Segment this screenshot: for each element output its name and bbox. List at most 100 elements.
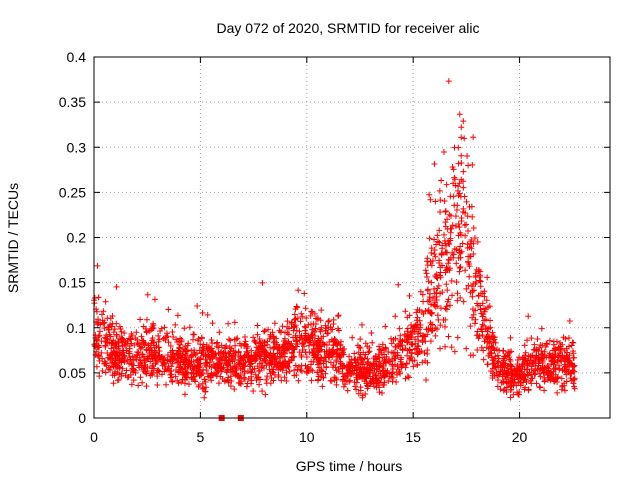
data-point (96, 373, 103, 380)
data-point (190, 336, 197, 343)
data-point (476, 333, 483, 340)
data-point (451, 348, 458, 355)
data-point (156, 368, 163, 375)
data-point (488, 354, 495, 361)
data-point (478, 325, 485, 332)
data-point (256, 381, 263, 388)
data-point (463, 221, 470, 228)
data-point (129, 353, 136, 360)
data-point (540, 369, 547, 376)
data-point (444, 287, 451, 294)
data-point (323, 358, 330, 365)
data-point (307, 312, 314, 319)
data-point (455, 160, 462, 167)
data-point (566, 318, 573, 325)
data-point (200, 341, 207, 348)
data-point (301, 290, 308, 297)
data-point (275, 372, 282, 379)
data-point (413, 309, 420, 316)
data-point (490, 345, 497, 352)
data-point (318, 335, 325, 342)
data-point (143, 347, 150, 354)
data-point (460, 168, 467, 175)
data-point (337, 341, 344, 348)
data-point (348, 370, 355, 377)
data-point (402, 308, 409, 315)
data-point (545, 370, 552, 377)
data-point (155, 367, 162, 374)
data-point (536, 383, 543, 390)
data-point (148, 340, 155, 347)
data-point (432, 273, 439, 280)
data-point (414, 314, 421, 321)
data-point (467, 352, 474, 359)
data-point (550, 341, 557, 348)
data-point (290, 327, 297, 334)
data-point (160, 335, 167, 342)
data-point (541, 377, 548, 384)
data-point (147, 358, 154, 365)
data-point (294, 366, 301, 373)
data-point (446, 241, 453, 248)
data-point (500, 347, 507, 354)
data-point (143, 370, 150, 377)
data-point (209, 340, 216, 347)
data-point (489, 357, 496, 364)
data-point (198, 370, 205, 377)
data-point (442, 208, 449, 215)
data-point (250, 334, 257, 341)
y-tick-label: 0.25 (59, 184, 86, 200)
data-point (217, 356, 224, 363)
data-point (286, 368, 293, 375)
data-point (436, 239, 443, 246)
data-point (428, 310, 435, 317)
data-point (110, 337, 117, 344)
data-point (534, 366, 541, 373)
data-point (306, 339, 313, 346)
data-point (177, 341, 184, 348)
data-point (438, 251, 445, 258)
data-point (563, 345, 570, 352)
data-point (554, 338, 561, 345)
data-point (442, 343, 449, 350)
data-point (308, 377, 315, 384)
data-point (91, 295, 98, 302)
data-point (434, 232, 441, 239)
data-point (248, 347, 255, 354)
data-point (484, 334, 491, 341)
data-point (298, 368, 305, 375)
data-point (189, 366, 196, 373)
data-point (190, 374, 197, 381)
data-point (247, 363, 254, 370)
data-point (316, 342, 323, 349)
data-point (433, 297, 440, 304)
data-point (179, 351, 186, 358)
data-point (436, 260, 443, 267)
data-point (464, 213, 471, 220)
data-point (431, 161, 438, 168)
data-point (495, 358, 502, 365)
data-point (252, 349, 259, 356)
data-point (434, 326, 441, 333)
data-point (158, 354, 165, 361)
data-point (307, 339, 314, 346)
data-point (217, 350, 224, 357)
data-point (288, 319, 295, 326)
data-point (450, 193, 457, 200)
data-point (109, 320, 116, 327)
data-point (375, 368, 382, 375)
data-point (253, 375, 260, 382)
data-point (381, 379, 388, 386)
data-point (273, 335, 280, 342)
data-point (137, 374, 144, 381)
data-point (232, 372, 239, 379)
data-point (262, 353, 269, 360)
y-tick-label: 0.15 (59, 275, 86, 291)
data-point (283, 378, 290, 385)
data-point (319, 383, 326, 390)
data-point (453, 246, 460, 253)
data-point (415, 343, 422, 350)
data-point (337, 338, 344, 345)
data-point (295, 377, 302, 384)
data-point (264, 373, 271, 380)
